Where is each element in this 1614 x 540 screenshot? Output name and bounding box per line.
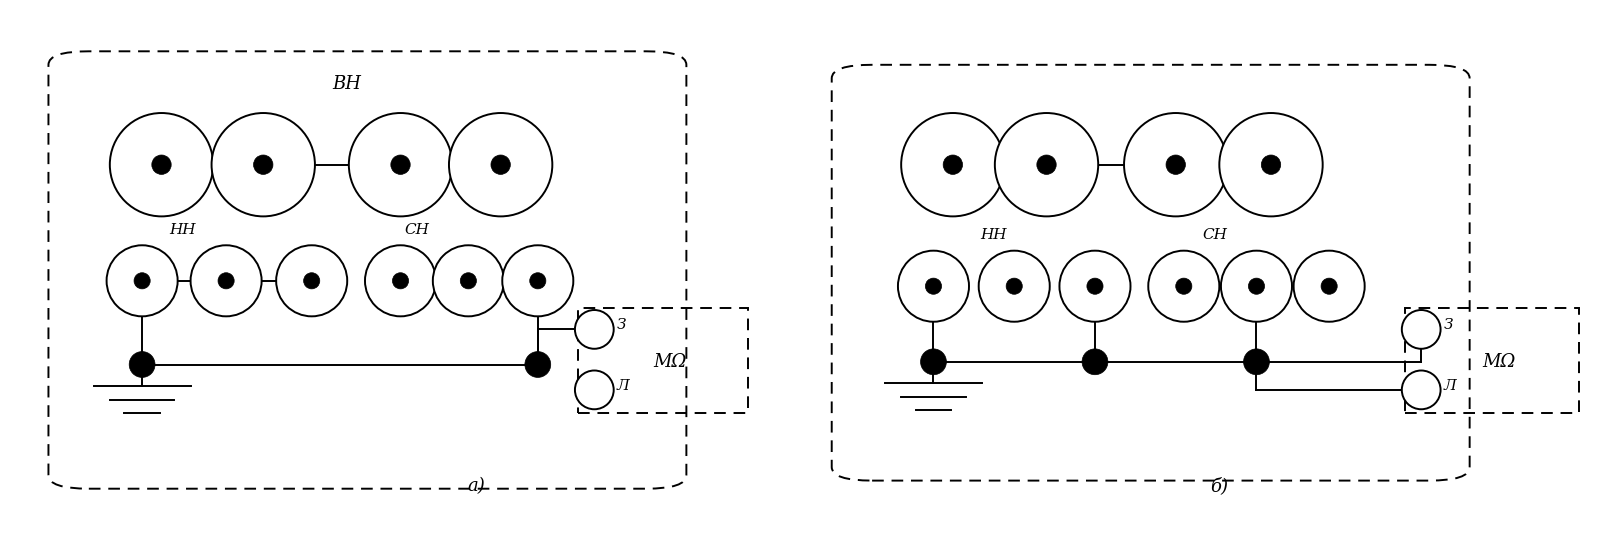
Ellipse shape xyxy=(433,245,504,316)
Ellipse shape xyxy=(978,251,1049,322)
Ellipse shape xyxy=(575,370,613,409)
Ellipse shape xyxy=(1261,155,1280,174)
Ellipse shape xyxy=(529,273,546,289)
Text: Л: Л xyxy=(617,379,629,393)
Ellipse shape xyxy=(107,245,178,316)
Ellipse shape xyxy=(1401,310,1440,349)
Ellipse shape xyxy=(1220,251,1291,322)
Ellipse shape xyxy=(1059,251,1130,322)
Ellipse shape xyxy=(897,251,968,322)
Ellipse shape xyxy=(460,273,476,289)
Ellipse shape xyxy=(392,273,408,289)
Ellipse shape xyxy=(994,113,1098,217)
Ellipse shape xyxy=(901,113,1004,217)
Text: Л: Л xyxy=(1443,379,1456,393)
Ellipse shape xyxy=(365,245,436,316)
Ellipse shape xyxy=(129,352,155,377)
Ellipse shape xyxy=(1165,155,1185,174)
Ellipse shape xyxy=(1123,113,1227,217)
Ellipse shape xyxy=(1219,113,1322,217)
Ellipse shape xyxy=(925,278,941,294)
Text: З: З xyxy=(1443,318,1453,332)
Ellipse shape xyxy=(943,155,962,174)
Ellipse shape xyxy=(349,113,452,217)
Text: НН: НН xyxy=(980,228,1006,242)
Ellipse shape xyxy=(1081,349,1107,375)
Text: ВН: ВН xyxy=(332,75,362,93)
Text: СН: СН xyxy=(1201,228,1227,242)
Ellipse shape xyxy=(1243,349,1269,375)
Text: НН: НН xyxy=(169,222,195,237)
Ellipse shape xyxy=(1401,370,1440,409)
Ellipse shape xyxy=(1248,278,1264,294)
Ellipse shape xyxy=(152,155,171,174)
Ellipse shape xyxy=(190,245,261,316)
Ellipse shape xyxy=(920,349,946,375)
Ellipse shape xyxy=(491,155,510,174)
Text: б): б) xyxy=(1209,477,1228,495)
Text: а): а) xyxy=(468,477,484,495)
Ellipse shape xyxy=(218,273,234,289)
Ellipse shape xyxy=(303,273,320,289)
Ellipse shape xyxy=(1086,278,1102,294)
Text: МΩ: МΩ xyxy=(1482,353,1514,371)
Ellipse shape xyxy=(110,113,213,217)
Ellipse shape xyxy=(134,273,150,289)
Ellipse shape xyxy=(1293,251,1364,322)
Ellipse shape xyxy=(449,113,552,217)
Ellipse shape xyxy=(1175,278,1191,294)
Ellipse shape xyxy=(1320,278,1336,294)
Ellipse shape xyxy=(211,113,315,217)
Ellipse shape xyxy=(525,352,550,377)
Ellipse shape xyxy=(253,155,273,174)
Ellipse shape xyxy=(1036,155,1056,174)
Ellipse shape xyxy=(1006,278,1022,294)
Ellipse shape xyxy=(276,245,347,316)
Ellipse shape xyxy=(502,245,573,316)
Ellipse shape xyxy=(391,155,410,174)
Text: МΩ: МΩ xyxy=(654,353,686,371)
Text: СН: СН xyxy=(404,222,429,237)
Ellipse shape xyxy=(575,310,613,349)
Ellipse shape xyxy=(1148,251,1219,322)
Text: З: З xyxy=(617,318,626,332)
